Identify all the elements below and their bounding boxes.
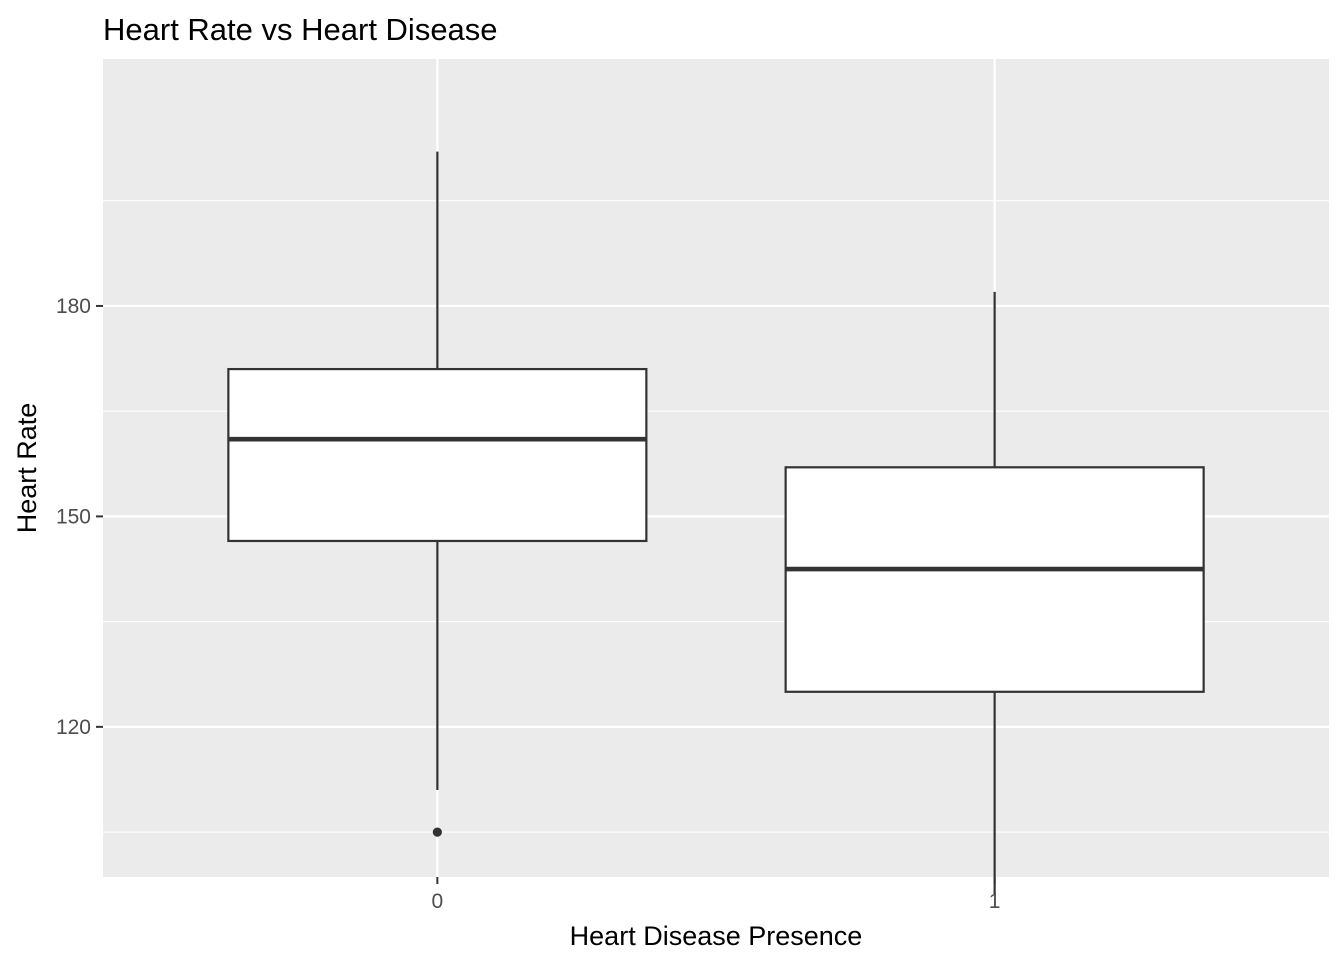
iqr-box [784, 466, 1205, 693]
y-tick-label: 150 [56, 505, 91, 528]
outlier-point [432, 827, 442, 837]
y-tick-label: 120 [56, 716, 91, 739]
chart-title: Heart Rate vs Heart Disease [103, 12, 498, 47]
x-tick-label: 0 [432, 890, 444, 913]
x-tick-label: 1 [989, 890, 1001, 913]
axes: 120 150 180 0 1 [56, 295, 1001, 913]
iqr-box [227, 367, 648, 543]
boxplot-marks [227, 151, 1205, 896]
box-1 [784, 291, 1205, 896]
box-0 [227, 151, 648, 837]
y-tick-label: 180 [56, 295, 91, 318]
x-axis-title: Heart Disease Presence [570, 921, 863, 951]
y-axis-title: Heart Rate [12, 403, 42, 534]
